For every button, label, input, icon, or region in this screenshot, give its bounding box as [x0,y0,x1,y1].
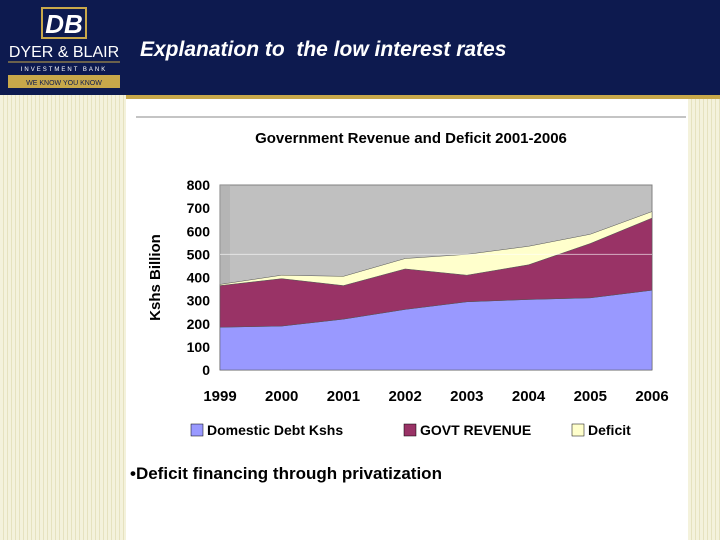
legend-label: Domestic Debt Kshs [207,422,343,438]
bullet-point: •Deficit financing through privatization [130,464,442,483]
y-tick-label: 500 [187,246,211,262]
y-tick-label: 200 [187,316,211,332]
x-tick-label: 2003 [450,388,483,405]
x-tick-label: 2000 [265,388,298,405]
y-tick-label: 100 [187,339,211,355]
legend-swatch [403,423,417,437]
chart-container: Government Revenue and Deficit 2001-2006… [136,115,686,453]
header-bar: DB DYER & BLAIR INVESTMENT BANK WE KNOW … [0,0,720,95]
right-stripe-decoration [688,95,720,540]
plot-depth-wall [220,185,230,370]
y-tick-label: 800 [187,177,211,193]
y-tick-label: 600 [187,223,211,239]
y-tick-label: 400 [187,270,211,286]
legend-swatch [571,423,585,437]
x-tick-label: 1999 [203,388,236,405]
svg-text:DB: DB [45,9,83,39]
area-chart: Government Revenue and Deficit 2001-2006… [136,116,686,438]
svg-text:DYER & BLAIR: DYER & BLAIR [9,44,119,61]
svg-text:INVESTMENT BANK: INVESTMENT BANK [21,67,108,73]
y-tick-label: 300 [187,293,211,309]
x-tick-label: 2004 [512,388,546,405]
left-stripe-decoration [0,95,126,540]
svg-text:WE KNOW YOU KNOW: WE KNOW YOU KNOW [26,80,102,87]
area-deficit [219,211,653,286]
chart-title: Government Revenue and Deficit 2001-2006 [255,130,567,147]
slide-title: Explanation to the low interest rates [140,38,507,61]
y-axis-label: Kshs Billion [147,234,164,321]
legend-swatch [190,423,204,437]
y-tick-label: 700 [187,200,211,216]
x-tick-label: 2002 [388,388,421,405]
gold-divider [126,95,720,99]
x-tick-label: 2001 [327,388,360,405]
x-tick-label: 2006 [635,388,668,405]
legend-label: Deficit [588,422,631,438]
dyer-blair-logo: DB DYER & BLAIR INVESTMENT BANK WE KNOW … [8,7,120,88]
legend-label: GOVT REVENUE [420,422,531,438]
x-tick-label: 2005 [574,388,607,405]
y-tick-label: 0 [202,362,210,378]
